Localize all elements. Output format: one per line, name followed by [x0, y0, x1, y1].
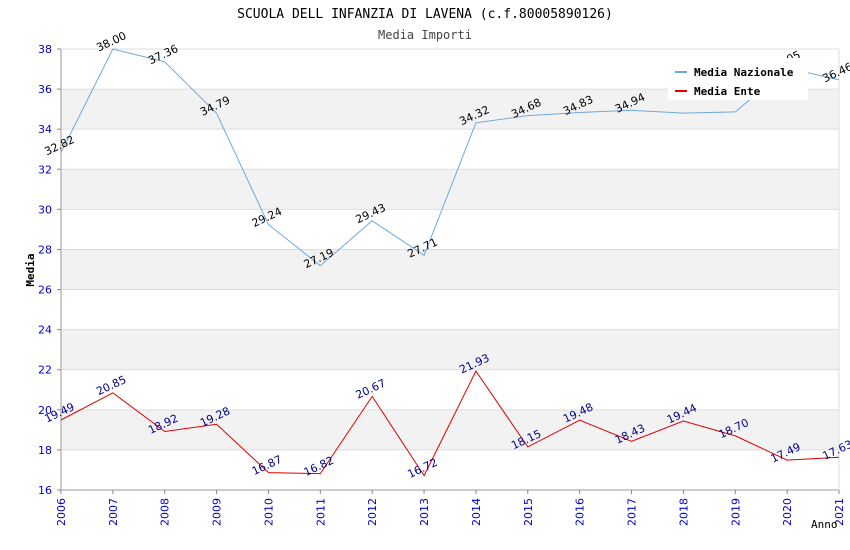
y-tick-label: 26	[38, 284, 52, 297]
x-tick-label: 2021	[833, 498, 846, 526]
series-lines	[60, 48, 840, 477]
data-label: 16.87	[250, 453, 284, 478]
x-tick-label: 2007	[107, 498, 120, 526]
data-label: 16.72	[406, 456, 440, 481]
data-label: 37.36	[146, 42, 180, 67]
y-tick-label: 36	[38, 83, 52, 96]
y-tick-label: 34	[38, 123, 52, 136]
x-tick-label: 2010	[262, 498, 275, 526]
x-tick-label: 2016	[574, 498, 587, 526]
legend-label: Media Ente	[694, 85, 761, 98]
x-tick-label: 2013	[418, 498, 431, 526]
plot-band	[61, 329, 839, 370]
x-tick-labels: 2006 2007 2008 2009 2010 2011 2012 2013 2014 2015…	[55, 498, 846, 526]
y-tick-label: 18	[38, 444, 52, 457]
x-tick-label: 2008	[159, 498, 172, 526]
y-tick-label: 38	[38, 43, 52, 56]
x-tick-label: 2006	[55, 498, 68, 526]
data-label: 32.82	[42, 133, 76, 158]
axes	[57, 48, 840, 494]
legend-box	[668, 58, 808, 100]
x-tick-label: 2014	[470, 498, 483, 526]
plot-band	[61, 249, 839, 290]
data-label: 38.00	[94, 29, 128, 54]
data-label: 36.46	[820, 60, 850, 85]
x-tick-label: 2012	[366, 498, 379, 526]
chart-title: SCUOLA DELL INFANZIA DI LAVENA (c.f.8000…	[237, 7, 613, 22]
x-tick-label: 2017	[626, 498, 639, 526]
x-tick-label: 2015	[522, 498, 535, 526]
y-tick-label: 16	[38, 484, 52, 497]
y-tick-label: 24	[38, 324, 52, 337]
series-line-media-ente	[60, 370, 840, 477]
y-axis-label: Media	[24, 253, 37, 286]
y-tick-labels: 16 18 20 22 24 26 28 30 32 34 36 38	[38, 43, 52, 497]
x-tick-label: 2011	[314, 498, 327, 526]
legend-label: Media Nazionale	[694, 66, 794, 79]
x-tick-label: 2020	[781, 498, 794, 526]
y-tick-label: 32	[38, 163, 52, 176]
x-tick-label: 2009	[211, 498, 224, 526]
series-line-media-nazionale	[60, 48, 840, 267]
x-axis-label: Anno	[811, 518, 838, 531]
plot-band	[61, 409, 839, 450]
y-tick-label: 22	[38, 364, 52, 377]
gridlines	[61, 48, 839, 491]
data-label: 20.85	[94, 373, 128, 398]
y-tick-label: 30	[38, 203, 52, 216]
data-label: 16.82	[302, 454, 336, 479]
x-tick-label: 2019	[729, 498, 742, 526]
x-tick-label: 2018	[677, 498, 690, 526]
legend: Media Nazionale Media Ente	[668, 58, 808, 100]
y-tick-label: 20	[38, 404, 52, 417]
chart-subtitle: Media Importi	[378, 28, 472, 42]
plot-bands	[61, 89, 839, 450]
y-tick-label: 28	[38, 243, 52, 256]
